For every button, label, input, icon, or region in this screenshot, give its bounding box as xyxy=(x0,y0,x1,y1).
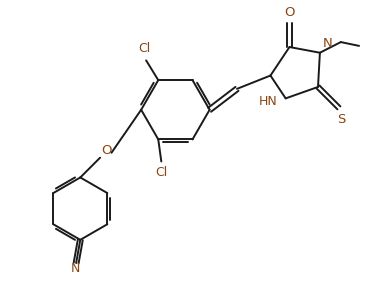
Text: O: O xyxy=(102,144,112,157)
Text: N: N xyxy=(323,37,333,50)
Text: HN: HN xyxy=(259,95,277,108)
Text: S: S xyxy=(336,113,345,126)
Text: Cl: Cl xyxy=(155,166,167,179)
Text: O: O xyxy=(284,5,295,18)
Text: N: N xyxy=(70,262,80,275)
Text: Cl: Cl xyxy=(138,42,150,55)
